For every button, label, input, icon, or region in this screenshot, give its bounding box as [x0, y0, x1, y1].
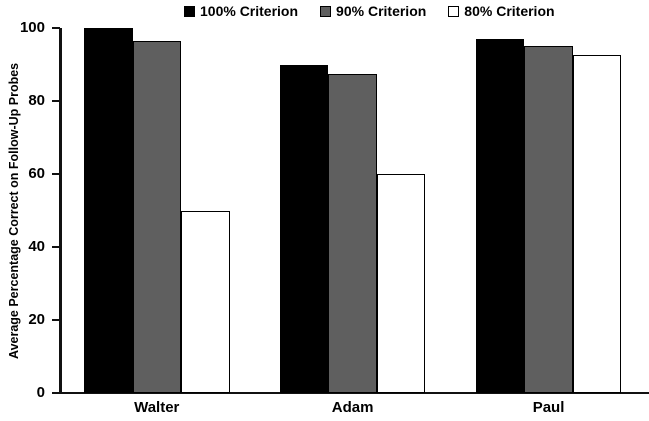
bar-adam-90-criterion	[328, 73, 377, 393]
bar-walter-90-criterion	[132, 40, 181, 393]
y-axis-tick-label: 60	[28, 165, 45, 182]
category-label-paul: Paul	[532, 399, 565, 416]
legend-label: 80% Criterion	[464, 3, 555, 19]
bar-paul-100-criterion	[475, 38, 525, 393]
y-axis-line	[59, 28, 62, 394]
legend-swatch-icon	[320, 5, 332, 17]
bar-walter-80-criterion	[181, 210, 230, 393]
bar-paul-80-criterion	[572, 55, 622, 393]
y-axis-tick	[52, 246, 60, 248]
legend-item-100-criterion: 100% Criterion	[184, 3, 298, 19]
legend-swatch-icon	[184, 5, 195, 17]
y-axis-tick	[52, 319, 60, 321]
y-axis-tick-label: 100	[19, 19, 45, 36]
y-axis-tick	[52, 27, 60, 29]
legend-label: 100% Criterion	[200, 3, 299, 19]
legend-item-80-criterion: 80% Criterion	[448, 3, 555, 19]
y-axis-tick	[52, 100, 60, 102]
y-axis-tick-label: 80	[28, 92, 45, 109]
legend-label: 90% Criterion	[336, 3, 427, 19]
bar-paul-90-criterion	[524, 46, 573, 393]
bar-adam-100-criterion	[279, 64, 329, 393]
y-axis-tick	[52, 392, 60, 394]
category-label-walter: Walter	[134, 399, 180, 416]
chart-legend: 100% Criterion 90% Criterion 80% Criterion	[184, 3, 555, 19]
y-axis-tick	[52, 173, 60, 175]
legend-item-90-criterion: 90% Criterion	[320, 3, 426, 19]
legend-swatch-icon	[448, 5, 460, 17]
bar-walter-100-criterion	[84, 28, 133, 393]
category-label-adam: Adam	[331, 399, 374, 416]
y-axis-tick-label: 0	[36, 384, 45, 401]
y-axis-tick-label: 40	[28, 238, 45, 255]
bar-adam-80-criterion	[376, 174, 426, 393]
y-axis-title: Average Percentage Correct on Follow-Up …	[7, 62, 21, 359]
y-axis-tick-label: 20	[28, 311, 45, 328]
